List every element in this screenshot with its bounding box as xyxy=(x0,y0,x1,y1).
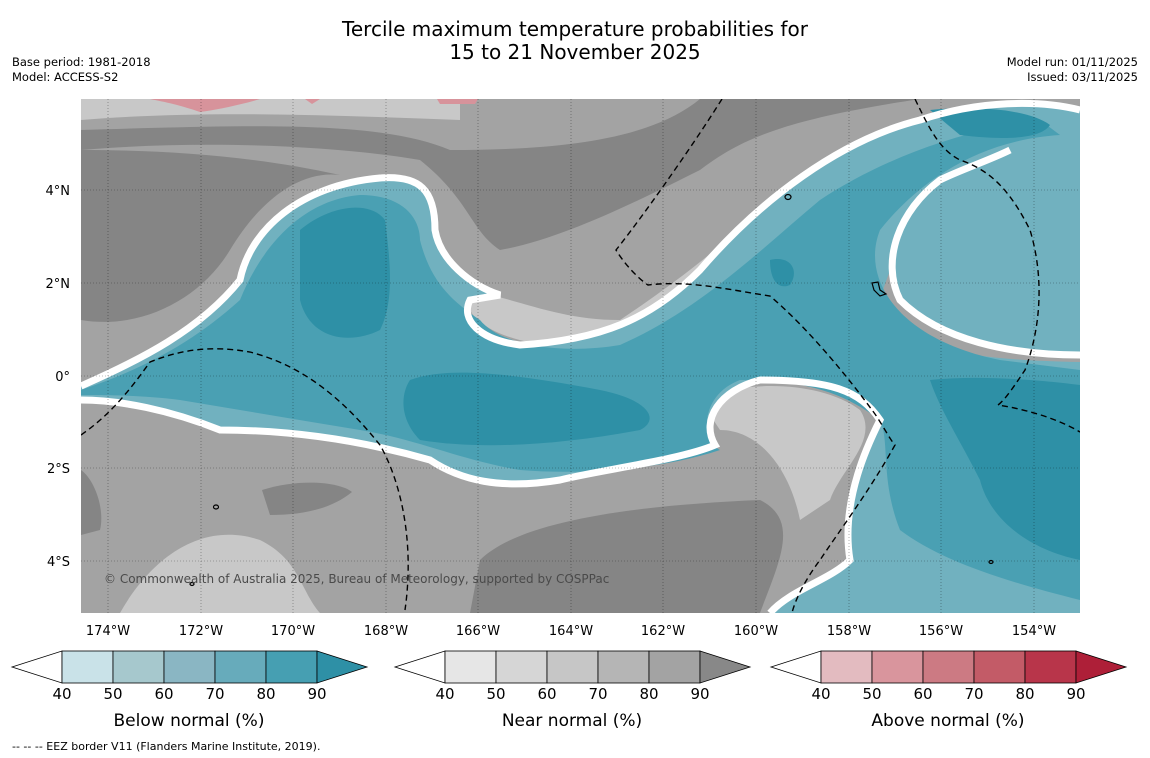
copyright-credit: © Commonwealth of Australia 2025, Bureau… xyxy=(104,572,610,586)
below-normal-70-patch xyxy=(770,259,794,287)
near-normal-low-region-sw xyxy=(120,534,320,613)
colorbar-label: 70 xyxy=(964,685,983,703)
probability-40-contour-south xyxy=(81,376,885,613)
lon-tick: 164°W xyxy=(549,624,593,639)
near-normal-low-region-north xyxy=(470,200,770,345)
colorbar-label: 50 xyxy=(862,685,881,703)
near-normal-low-region-center xyxy=(700,386,866,520)
above-normal-patch-1 xyxy=(150,99,260,112)
colorbar-swatch xyxy=(769,650,822,684)
colorbar-label: 70 xyxy=(205,685,224,703)
colorbar-swatch xyxy=(214,650,267,684)
colorbar-label: 60 xyxy=(913,685,932,703)
colorbar-swatch xyxy=(265,650,318,684)
colorbar-swatch xyxy=(922,650,975,684)
colorbar-swatch xyxy=(871,650,924,684)
latitude-labels: 4°N 2°N 0° 2°S 4°S xyxy=(46,184,71,570)
colorbar-label: 40 xyxy=(52,685,71,703)
colorbar-swatch xyxy=(393,650,446,684)
lat-tick: 2°N xyxy=(46,277,71,292)
colorbar-label: 80 xyxy=(256,685,275,703)
colorbar-title: Near normal (%) xyxy=(502,711,642,731)
above-normal-patch-3 xyxy=(437,99,478,104)
colorbar-label: 40 xyxy=(435,685,454,703)
below-normal-70-core-east xyxy=(930,377,1080,560)
lon-tick: 162°W xyxy=(641,624,685,639)
colorbar-label: 90 xyxy=(690,685,709,703)
colorbar-swatch xyxy=(10,650,63,684)
colorbar-swatch xyxy=(1024,650,1077,684)
colorbar-swatch xyxy=(316,650,369,684)
lon-tick: 158°W xyxy=(827,624,871,639)
colorbar-label: 60 xyxy=(537,685,556,703)
colorbar-swatch xyxy=(546,650,599,684)
colorbar-swatch xyxy=(61,650,114,684)
colorbar-title: Below normal (%) xyxy=(114,711,265,731)
lat-tick: 2°S xyxy=(47,462,70,477)
colorbar-swatch xyxy=(495,650,548,684)
base-period: Base period: 1981-2018 xyxy=(12,55,151,69)
eez-border-note: -- -- -- EEZ border V11 (Flanders Marine… xyxy=(12,740,321,753)
near-normal-high-region xyxy=(81,99,920,250)
below-normal-70-core-center xyxy=(403,372,650,446)
eez-border xyxy=(81,99,1080,613)
model-run-date: Model run: 01/11/2025 xyxy=(1006,55,1138,69)
colorbar-swatch xyxy=(444,650,497,684)
lat-tick: 4°S xyxy=(47,555,70,570)
near-normal-high-patch-west xyxy=(81,470,102,535)
lon-tick: 170°W xyxy=(271,624,315,639)
colorbar-title: Above normal (%) xyxy=(871,711,1024,731)
colorbar-above-normal: 40 50 60 70 80 90 Above normal (%) xyxy=(769,650,1128,731)
below-normal-70-core-north xyxy=(930,108,1050,138)
colorbar-label: 50 xyxy=(103,685,122,703)
colorbar-swatch xyxy=(112,650,165,684)
lon-tick: 160°W xyxy=(734,624,778,639)
colorbar-label: 60 xyxy=(154,685,173,703)
colorbar-label: 90 xyxy=(307,685,326,703)
probability-40-contour-north xyxy=(81,99,1080,390)
colorbar-near-normal: 40 50 60 70 80 90 Near normal (%) xyxy=(393,650,752,731)
colorbar-label: 50 xyxy=(486,685,505,703)
lon-tick: 174°W xyxy=(86,624,130,639)
lat-tick: 0° xyxy=(55,370,70,385)
lon-tick: 172°W xyxy=(179,624,223,639)
near-normal-high-patch xyxy=(262,482,352,515)
colorbar-swatch xyxy=(163,650,216,684)
lon-tick: 168°W xyxy=(364,624,408,639)
near-normal-high-region-south xyxy=(470,500,784,613)
lon-tick: 156°W xyxy=(919,624,963,639)
colorbar-label: 70 xyxy=(588,685,607,703)
run-info: Model run: 01/11/2025 Issued: 03/11/2025 xyxy=(1007,55,1138,85)
map-fill-layer xyxy=(81,99,1080,613)
probability-40-contour-east xyxy=(888,146,1080,359)
base-info: Base period: 1981-2018 Model: ACCESS-S2 xyxy=(12,55,151,85)
colorbar-below-normal: 40 50 60 70 80 90 Below normal (%) xyxy=(10,650,369,731)
lat-tick: 4°N xyxy=(46,184,71,199)
above-normal-patch-2 xyxy=(305,99,320,104)
title-line-2: 15 to 21 November 2025 xyxy=(449,40,701,64)
colorbar-label: 40 xyxy=(811,685,830,703)
islands xyxy=(189,193,994,587)
colorbar-swatch xyxy=(699,650,752,684)
colorbar-swatch xyxy=(820,650,873,684)
colorbar-swatch xyxy=(1075,650,1128,684)
below-normal-70-core-west xyxy=(300,207,390,338)
colorbar-swatch xyxy=(973,650,1026,684)
colorbar-swatch xyxy=(648,650,701,684)
colorbar-label: 80 xyxy=(1015,685,1034,703)
title-line-1: Tercile maximum temperature probabilitie… xyxy=(342,17,808,41)
colorbar-swatch xyxy=(597,650,650,684)
lon-tick: 166°W xyxy=(456,624,500,639)
model-name: Model: ACCESS-S2 xyxy=(12,70,119,84)
near-normal-high-region-west xyxy=(81,150,340,322)
colorbar-label: 90 xyxy=(1066,685,1085,703)
colorbar-label: 80 xyxy=(639,685,658,703)
longitude-labels: 174°W 172°W 170°W 168°W 166°W 164°W 162°… xyxy=(86,624,1056,639)
map-title: Tercile maximum temperature probabilitie… xyxy=(0,18,1150,64)
lon-tick: 154°W xyxy=(1012,624,1056,639)
issued-date: Issued: 03/11/2025 xyxy=(1027,70,1138,84)
